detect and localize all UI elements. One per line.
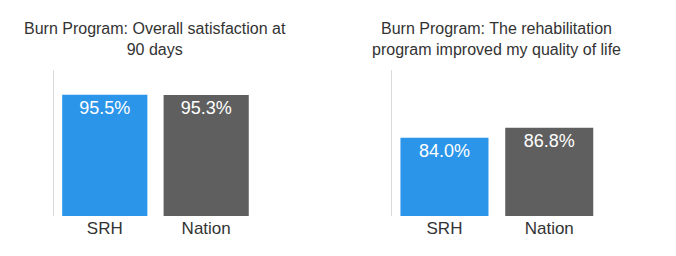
svg-text:Nation: Nation	[525, 219, 574, 238]
svg-text:Nation: Nation	[182, 219, 231, 238]
svg-text:SRH: SRH	[87, 219, 123, 238]
svg-text:95.3%: 95.3%	[181, 98, 232, 118]
svg-text:Burn Program: The rehabilitati: Burn Program: The rehabilitationprogram …	[372, 20, 621, 58]
svg-text:SRH: SRH	[427, 219, 463, 238]
svg-text:86.8%: 86.8%	[524, 131, 575, 151]
svg-text:Burn Program: Overall satisfac: Burn Program: Overall satisfaction at90 …	[24, 20, 286, 58]
svg-text:95.5%: 95.5%	[79, 98, 130, 118]
svg-text:84.0%: 84.0%	[419, 141, 470, 161]
